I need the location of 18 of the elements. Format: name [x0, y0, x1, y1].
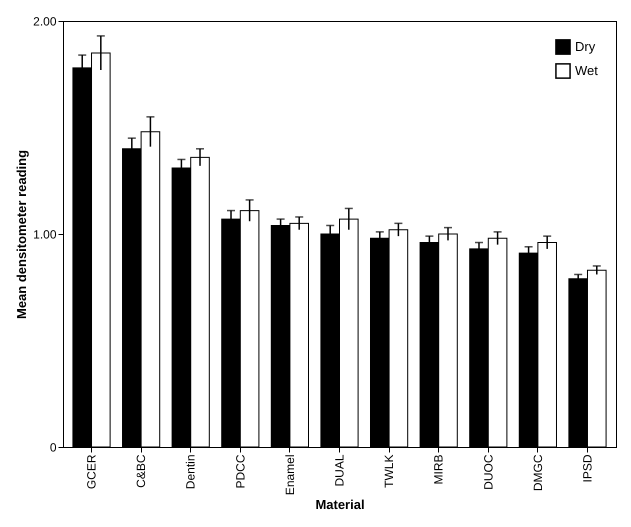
legend-label: Wet — [575, 63, 598, 78]
x-tick-label: DUOC — [481, 454, 496, 490]
x-tick-label: DUAL — [332, 454, 346, 487]
y-tick-label: 1.00 — [33, 228, 57, 242]
x-axis-title: Material — [315, 497, 365, 512]
x-tick-label: DMGC — [530, 454, 545, 492]
x-tick-label: TWLK — [382, 454, 396, 488]
legend-label: Dry — [575, 39, 596, 54]
x-tick-label: IPSD — [580, 454, 594, 483]
x-tick-label: GCER — [84, 454, 99, 490]
x-tick-label: Dentin — [184, 454, 198, 490]
y-axis-title: Mean densitometer reading — [14, 150, 30, 320]
y-tick-label: 0 — [50, 440, 57, 454]
x-tick-label: Enamel — [282, 454, 297, 496]
x-tick-label: PDCC — [233, 454, 248, 489]
x-tick-label: MIRB — [432, 454, 446, 484]
x-tick-label: C&BC — [134, 454, 148, 488]
y-tick-label: 2.00 — [33, 14, 57, 28]
